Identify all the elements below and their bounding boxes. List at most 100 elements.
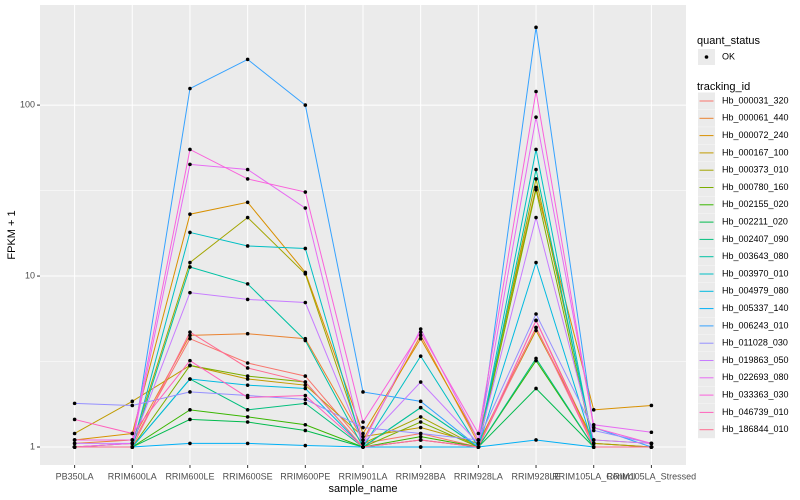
data-point (245, 167, 250, 172)
data-point (591, 441, 596, 446)
data-point (303, 103, 308, 107)
data-point (245, 200, 250, 205)
y-axis-title: FPKM + 1 (6, 210, 18, 259)
data-point (303, 383, 308, 387)
data-point (188, 260, 192, 265)
data-point (591, 422, 596, 427)
data-point (418, 336, 423, 341)
data-point (418, 415, 423, 419)
data-point (534, 215, 538, 220)
data-point (188, 441, 192, 446)
data-point (418, 354, 423, 358)
data-point (188, 377, 192, 381)
data-point (188, 265, 192, 269)
data-point (303, 374, 308, 378)
data-point (534, 167, 538, 172)
data-point (245, 395, 250, 400)
data-point (534, 25, 538, 30)
data-point (534, 260, 538, 265)
legend-label: Hb_002211_020 (722, 216, 788, 226)
y-tick-label: 100 (20, 99, 35, 109)
legend-label: Hb_186844_010 (722, 424, 789, 434)
legend-label: Hb_000031_320 (722, 95, 789, 105)
data-point (245, 415, 250, 419)
data-point (130, 441, 135, 446)
data-point (188, 336, 192, 341)
data-point (361, 445, 365, 449)
legend-label: Hb_019863_050 (722, 355, 789, 365)
data-point (476, 431, 481, 436)
data-point (361, 390, 365, 394)
data-point (303, 422, 308, 427)
legend-label: Hb_004979_080 (722, 286, 789, 296)
data-point (418, 438, 423, 442)
data-point (476, 438, 481, 442)
data-point (534, 312, 538, 316)
data-point (361, 434, 365, 439)
data-point (534, 147, 538, 152)
data-point (245, 177, 250, 181)
data-point (418, 405, 423, 410)
data-point (245, 57, 250, 62)
data-point (245, 366, 250, 370)
data-point (72, 438, 77, 442)
data-point (534, 177, 538, 181)
legend-label: Hb_003970_010 (722, 268, 789, 278)
data-point (418, 380, 423, 384)
x-axis-title: sample_name (328, 483, 397, 495)
legend-label: Hb_046739_010 (722, 407, 789, 417)
data-point (418, 330, 423, 334)
data-point (72, 431, 77, 436)
legend-label: Hb_000167_100 (722, 147, 789, 157)
legend-label: Hb_033363_030 (722, 389, 789, 399)
data-point (245, 441, 250, 446)
data-point (418, 327, 423, 331)
data-point (245, 377, 250, 381)
data-point (534, 325, 538, 330)
data-point (188, 358, 192, 363)
legend-label: Hb_000072_240 (722, 130, 789, 140)
x-tick-label: RRIM928BA (396, 471, 446, 481)
data-point (303, 338, 308, 343)
data-point (418, 445, 423, 449)
data-point (188, 333, 192, 338)
data-point (418, 434, 423, 439)
data-point (245, 331, 250, 336)
data-point (188, 330, 192, 334)
x-tick-label: RRIM600SE (223, 471, 273, 481)
data-point (188, 290, 192, 295)
y-tick-label: 10 (25, 270, 35, 280)
data-point (72, 445, 77, 449)
legend-label: Hb_005337_140 (722, 303, 789, 313)
data-point (303, 443, 308, 448)
legend-title: tracking_id (697, 81, 750, 93)
data-point (130, 438, 135, 442)
data-point (303, 397, 308, 402)
data-point (361, 420, 365, 424)
y-tick-label: 1 (30, 441, 35, 451)
data-point (534, 187, 538, 192)
data-point (188, 417, 192, 422)
data-point (418, 431, 423, 436)
data-point (130, 399, 135, 404)
data-point (188, 390, 192, 394)
legend-label: Hb_000061_440 (722, 113, 789, 123)
legend-label: Hb_002155_020 (722, 199, 789, 209)
legend-point (704, 55, 709, 59)
data-point (245, 420, 250, 424)
data-point (188, 86, 192, 91)
data-point (591, 425, 596, 430)
data-point (418, 333, 423, 338)
data-point (361, 441, 365, 446)
legend-label: Hb_002407_090 (722, 234, 789, 244)
data-point (418, 425, 423, 430)
data-point (72, 417, 77, 422)
data-point (303, 246, 308, 251)
data-point (476, 441, 481, 446)
data-point (649, 430, 654, 435)
data-point (649, 445, 654, 449)
data-point (534, 115, 538, 119)
data-point (303, 300, 308, 305)
legend-label: Hb_003643_080 (722, 251, 789, 261)
legend-label: Hb_022693_080 (722, 372, 789, 382)
